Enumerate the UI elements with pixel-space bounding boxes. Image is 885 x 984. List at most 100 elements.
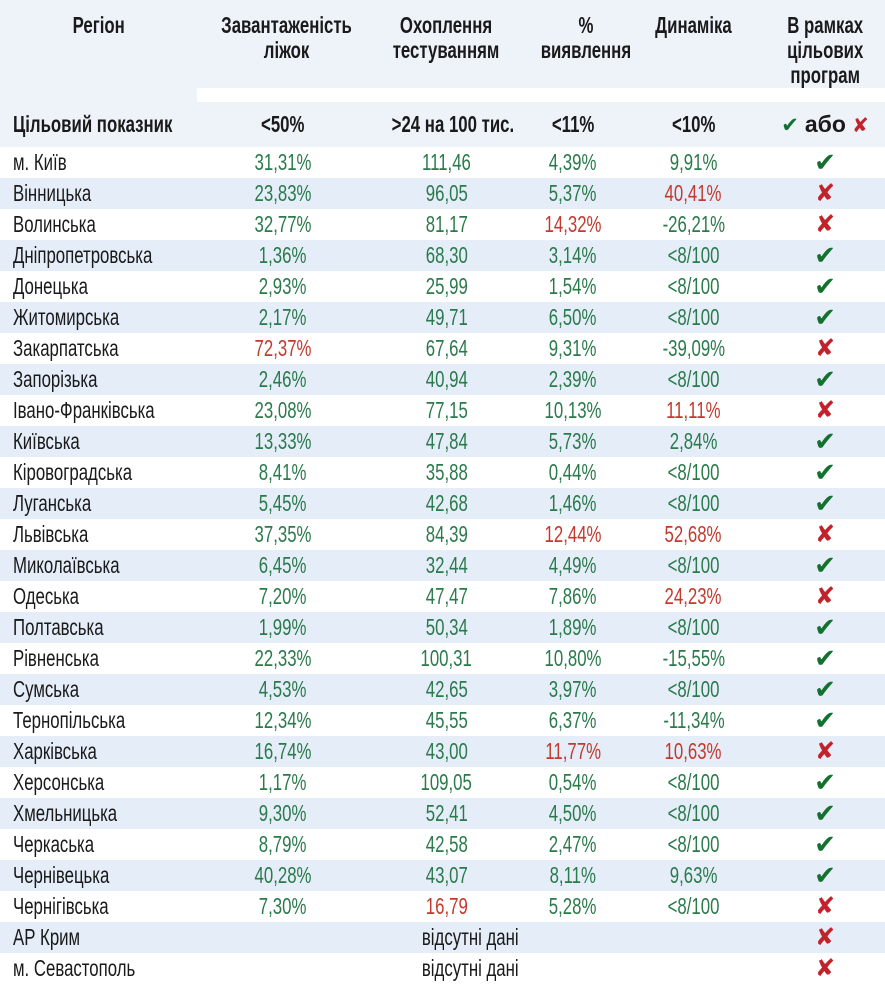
detection-value: 6,37% — [549, 707, 597, 733]
region-name: Закарпатська — [13, 335, 119, 361]
beds-value: 22,33% — [254, 645, 312, 671]
table-row: Черкаська 8,79% 42,58 2,47% <8/100 ✔ — [0, 829, 885, 860]
table-row: Запорізька 2,46% 40,94 2,39% <8/100 ✔ — [0, 364, 885, 395]
check-icon: ✔ — [814, 767, 836, 798]
beds-value: 8,79% — [259, 831, 307, 857]
target-row: Цільовий показник <50% >24 на 100 тис. <… — [0, 102, 885, 147]
region-name: Харківська — [13, 738, 97, 764]
cross-icon: ✘ — [814, 954, 836, 982]
target-dynamics: <10% — [671, 111, 716, 137]
testing-value: 43,07 — [425, 862, 468, 888]
table-row: Херсонська 1,17% 109,05 0,54% <8/100 ✔ — [0, 767, 885, 798]
dynamics-value: 24,23% — [665, 583, 722, 609]
testing-value: 49,71 — [425, 304, 468, 330]
region-name: Волинська — [13, 211, 96, 237]
dynamics-value: -39,09% — [662, 335, 725, 361]
table-body: м. Київ 31,31% 111,46 4,39% 9,91% ✔ Вінн… — [0, 147, 885, 984]
beds-value: 8,41% — [259, 459, 307, 485]
testing-value: 67,64 — [425, 335, 468, 361]
region-name: Київська — [13, 428, 80, 454]
region-name: Сумська — [13, 676, 80, 702]
table-row: Хмельницька 9,30% 52,41 4,50% <8/100 ✔ — [0, 798, 885, 829]
table-row: Донецька 2,93% 25,99 1,54% <8/100 ✔ — [0, 271, 885, 302]
table-row: Житомирська 2,17% 49,71 6,50% <8/100 ✔ — [0, 302, 885, 333]
detection-value: 11,77% — [545, 738, 601, 764]
program-status: ✔ — [765, 429, 885, 455]
program-status: ✔ — [765, 708, 885, 734]
region-name: Кіровоградська — [13, 459, 133, 485]
dynamics-value: 10,63% — [665, 738, 722, 764]
header-gap-white — [197, 88, 885, 102]
program-status: ✔ — [765, 274, 885, 300]
cross-icon: ✘ — [814, 892, 836, 920]
no-data-label: відсутні дані — [421, 955, 519, 981]
check-icon: ✔ — [814, 457, 836, 488]
dynamics-value: 40,41% — [665, 180, 722, 206]
testing-value: 16,79 — [425, 893, 468, 919]
region-name: м. Севастополь — [13, 955, 136, 981]
table-row: Одеська 7,20% 47,47 7,86% 24,23% ✘ — [0, 581, 885, 612]
or-label: або — [804, 110, 846, 137]
testing-value: 32,44 — [425, 552, 468, 578]
table-row: Тернопільська 12,34% 45,55 6,37% -11,34%… — [0, 705, 885, 736]
testing-value: 42,65 — [425, 676, 468, 702]
program-status: ✘ — [765, 212, 885, 237]
column-header-dynamics: Динаміка — [655, 12, 732, 38]
detection-value: 4,49% — [549, 552, 597, 578]
testing-value: 52,41 — [425, 800, 468, 826]
dynamics-value: <8/100 — [667, 273, 720, 299]
testing-value: 45,55 — [425, 707, 468, 733]
table-row: Львівська 37,35% 84,39 12,44% 52,68% ✘ — [0, 519, 885, 550]
cross-icon: ✘ — [814, 923, 836, 951]
region-name: Житомирська — [13, 304, 120, 330]
dynamics-value: 9,91% — [669, 149, 718, 175]
dynamics-value: <8/100 — [667, 893, 720, 919]
program-status: ✘ — [765, 739, 885, 764]
region-name: Вінницька — [13, 180, 92, 206]
testing-value: 109,05 — [420, 769, 473, 795]
program-status: ✔ — [765, 460, 885, 486]
program-status: ✔ — [765, 863, 885, 889]
beds-value: 16,74% — [254, 738, 312, 764]
beds-value: 1,36% — [259, 242, 307, 268]
check-icon: ✔ — [781, 112, 799, 137]
program-status: ✔ — [765, 615, 885, 641]
detection-value: 1,46% — [549, 490, 597, 516]
region-name: Донецька — [13, 273, 88, 299]
program-status: ✔ — [765, 832, 885, 858]
dynamics-value: <8/100 — [667, 800, 720, 826]
region-name: Чернівецька — [13, 862, 110, 888]
table-row: Миколаївська 6,45% 32,44 4,49% <8/100 ✔ — [0, 550, 885, 581]
testing-value: 77,15 — [425, 397, 468, 423]
program-status: ✘ — [765, 894, 885, 919]
table-row: Вінницька 23,83% 96,05 5,37% 40,41% ✘ — [0, 178, 885, 209]
program-status: ✘ — [765, 925, 885, 950]
dynamics-value: <8/100 — [667, 459, 720, 485]
testing-value: 84,39 — [425, 521, 468, 547]
detection-value: 5,28% — [549, 893, 597, 919]
target-row-label: Цільовий показник — [13, 111, 173, 137]
target-detection: <11% — [551, 111, 595, 137]
beds-value: 7,30% — [259, 893, 307, 919]
region-name: Рівненська — [13, 645, 99, 671]
beds-value: 13,33% — [254, 428, 312, 454]
table-row: Луганська 5,45% 42,68 1,46% <8/100 ✔ — [0, 488, 885, 519]
testing-value: 81,17 — [425, 211, 468, 237]
testing-value: 68,30 — [425, 242, 468, 268]
beds-value: 2,17% — [259, 304, 307, 330]
cross-icon: ✘ — [814, 737, 836, 765]
check-icon: ✔ — [814, 798, 836, 829]
program-status: ✔ — [765, 801, 885, 827]
beds-value: 2,93% — [259, 273, 307, 299]
detection-value: 2,39% — [549, 366, 597, 392]
dynamics-value: <8/100 — [667, 552, 720, 578]
table-row: м. Севастополь відсутні дані ✘ — [0, 953, 885, 984]
beds-value: 32,77% — [254, 211, 312, 237]
program-status: ✔ — [765, 491, 885, 517]
beds-value: 5,45% — [259, 490, 307, 516]
beds-value: 2,46% — [259, 366, 307, 392]
region-name: Луганська — [13, 490, 92, 516]
dynamics-value: <8/100 — [667, 242, 720, 268]
detection-value: 3,97% — [549, 676, 597, 702]
check-icon: ✔ — [814, 271, 836, 302]
